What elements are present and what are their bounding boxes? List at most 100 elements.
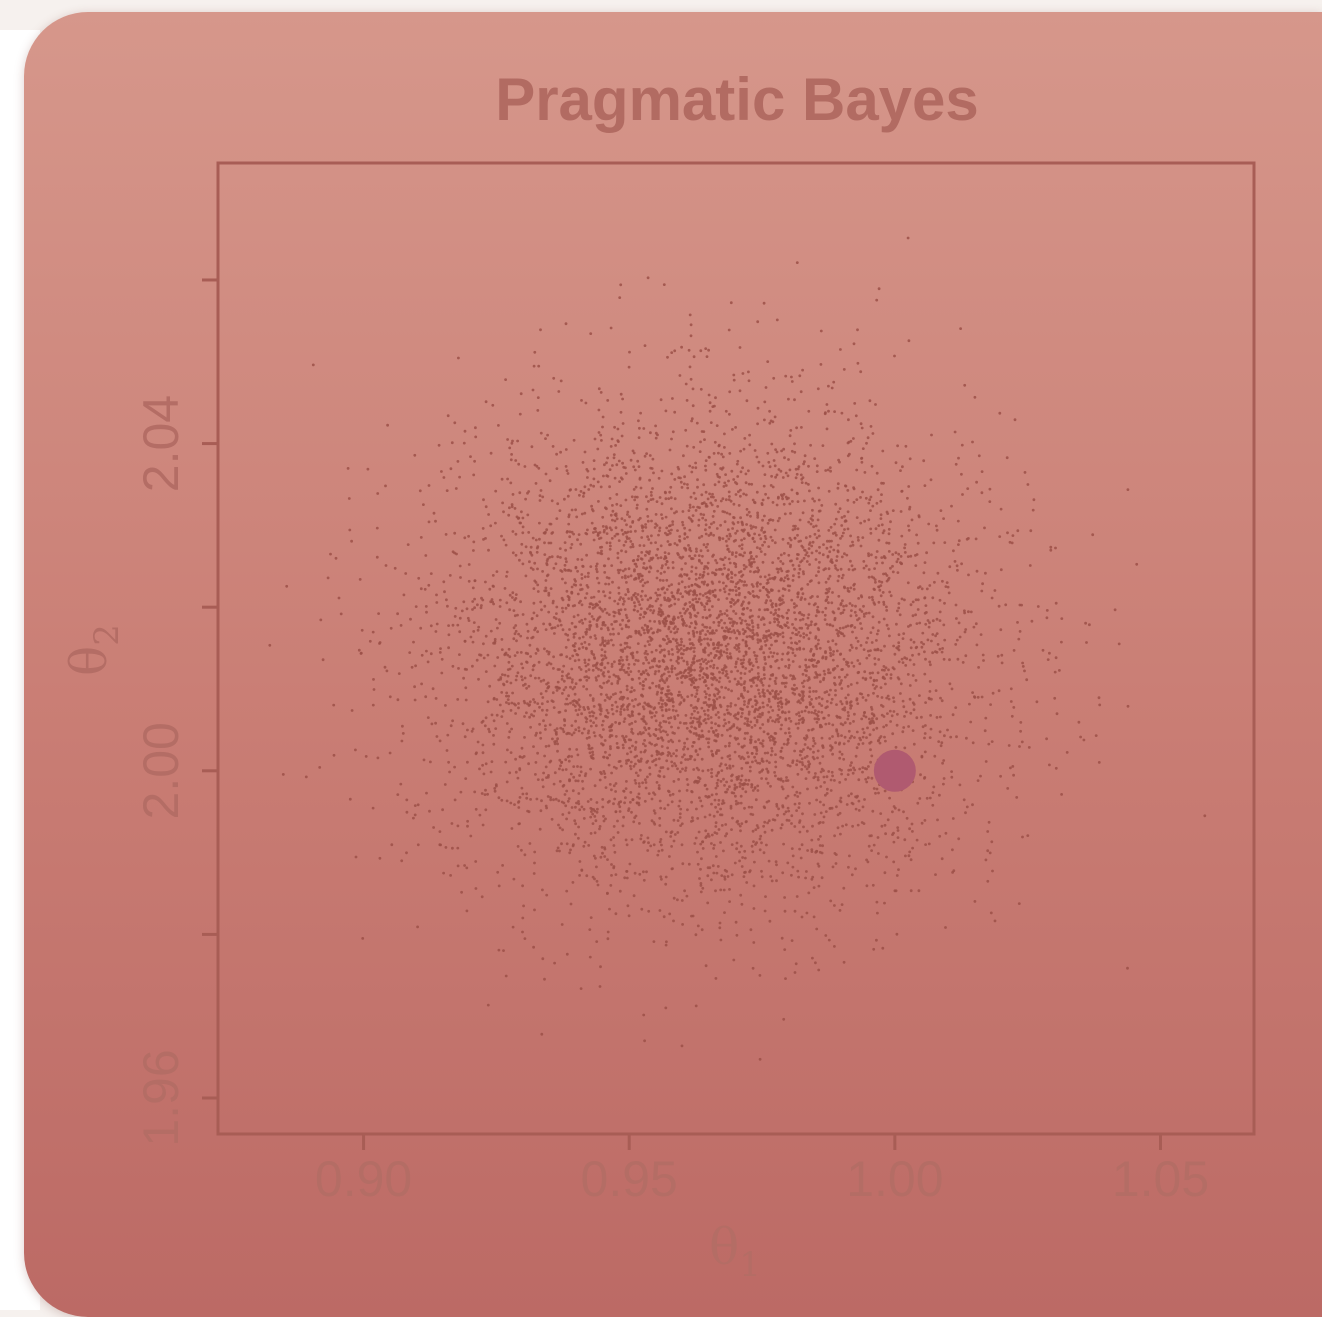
sample-point [773, 464, 777, 468]
sample-point [960, 443, 964, 447]
sample-point [486, 1003, 490, 1007]
sample-point [717, 480, 721, 484]
sample-point [879, 686, 883, 689]
sample-point [681, 523, 685, 527]
sample-point [346, 467, 350, 470]
sample-point [566, 603, 570, 607]
sample-points [268, 236, 1207, 1061]
sample-point [444, 846, 448, 849]
sample-point [877, 620, 881, 624]
sample-point [818, 800, 822, 804]
sample-point [480, 895, 484, 899]
sample-point [533, 561, 537, 565]
sample-point [505, 694, 508, 698]
sample-point [697, 554, 701, 557]
sample-point [611, 643, 615, 647]
sample-point [604, 656, 608, 660]
sample-point [435, 601, 439, 604]
sample-point [709, 501, 713, 505]
sample-point [718, 695, 722, 699]
sample-point [853, 768, 857, 772]
sample-point [711, 605, 714, 608]
sample-point [971, 741, 975, 745]
sample-point [807, 728, 810, 732]
sample-point [642, 870, 645, 874]
sample-point [710, 580, 714, 584]
sample-point [488, 730, 491, 734]
sample-point [771, 420, 775, 424]
sample-point [577, 825, 580, 829]
sample-point [823, 412, 827, 416]
sample-point [465, 866, 469, 870]
sample-point [684, 428, 688, 432]
sample-point [672, 627, 676, 630]
chart-title: Pragmatic Bayes [495, 66, 979, 133]
sample-point [540, 702, 544, 706]
sample-point [851, 540, 854, 544]
sample-point [780, 494, 784, 498]
sample-point [836, 568, 839, 572]
sample-point [500, 715, 504, 718]
sample-point [882, 665, 886, 668]
sample-point [447, 624, 450, 627]
sample-point [701, 594, 705, 597]
sample-point [731, 527, 734, 530]
sample-point [899, 692, 902, 695]
sample-point [875, 717, 879, 721]
sample-point [537, 364, 541, 368]
sample-point [633, 498, 637, 502]
sample-point [700, 603, 704, 607]
sample-point [862, 714, 866, 718]
sample-point [654, 513, 658, 516]
sample-point [726, 574, 729, 577]
sample-point [777, 807, 780, 811]
sample-point [559, 450, 562, 454]
sample-point [705, 666, 709, 670]
sample-point [729, 617, 733, 621]
sample-point [706, 768, 710, 772]
sample-point [761, 464, 765, 468]
sample-point [836, 732, 840, 736]
sample-point [793, 450, 797, 454]
sample-point [793, 683, 796, 687]
sample-point [868, 399, 872, 403]
sample-point [606, 626, 610, 630]
sample-point [963, 630, 967, 634]
sample-point [425, 791, 428, 795]
sample-point [898, 613, 902, 617]
sample-point [705, 602, 709, 606]
sample-point [831, 624, 835, 628]
sample-point [699, 387, 703, 391]
sample-point [728, 452, 732, 455]
sample-point [587, 488, 591, 491]
sample-point [544, 437, 547, 440]
sample-point [762, 705, 765, 709]
sample-point [457, 356, 460, 360]
sample-point [802, 556, 806, 560]
sample-point [564, 646, 568, 649]
sample-point [563, 793, 567, 796]
sample-point [669, 640, 673, 644]
sample-point [981, 653, 985, 657]
sample-point [759, 618, 763, 621]
sample-point [776, 701, 780, 705]
sample-point [903, 598, 906, 602]
sample-point [456, 824, 460, 828]
sample-point [568, 676, 572, 680]
sample-point [713, 462, 717, 466]
sample-point [740, 528, 744, 532]
sample-point [528, 560, 531, 564]
sample-point [528, 643, 532, 647]
sample-point [980, 491, 984, 495]
sample-point [774, 692, 777, 696]
sample-point [805, 551, 809, 555]
sample-point [1203, 814, 1207, 818]
sample-point [829, 525, 833, 529]
sample-point [467, 534, 470, 538]
sample-point [652, 791, 655, 795]
sample-point [855, 681, 859, 685]
sample-point [704, 721, 708, 725]
sample-point [588, 624, 592, 627]
sample-point [750, 752, 754, 755]
sample-point [906, 496, 909, 500]
